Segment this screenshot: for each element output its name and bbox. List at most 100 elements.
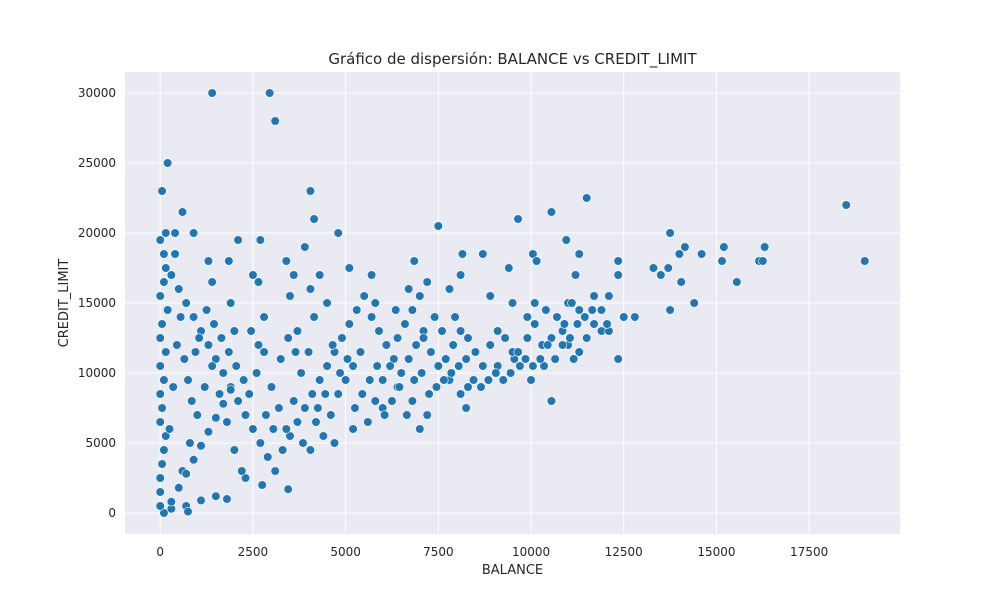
data-point: [244, 389, 254, 399]
data-point: [189, 455, 199, 465]
data-point: [522, 312, 532, 322]
data-point: [570, 270, 581, 280]
data-point: [530, 298, 540, 308]
data-point: [218, 368, 228, 378]
data-point: [229, 445, 239, 455]
data-point: [183, 375, 193, 385]
data-point: [248, 424, 258, 434]
data-point: [166, 497, 176, 507]
data-point: [513, 347, 523, 357]
data-point: [418, 333, 429, 343]
data-point: [589, 319, 599, 329]
data-point: [255, 235, 265, 245]
data-point: [348, 361, 358, 371]
data-point: [574, 249, 584, 259]
data-point: [155, 501, 165, 511]
data-point: [201, 305, 212, 315]
data-point: [717, 256, 727, 266]
data-point: [226, 298, 236, 308]
data-point: [379, 410, 390, 420]
data-point: [159, 445, 169, 455]
data-point: [619, 312, 629, 322]
data-point: [305, 186, 316, 196]
data-point: [543, 340, 553, 350]
data-point: [311, 417, 321, 427]
data-point: [296, 368, 306, 378]
data-point: [448, 340, 458, 350]
data-point: [674, 249, 684, 259]
data-point: [535, 354, 545, 364]
data-point: [663, 263, 673, 273]
data-point: [463, 382, 473, 392]
data-point: [409, 375, 419, 385]
data-point: [424, 389, 434, 399]
data-point: [196, 441, 206, 451]
data-point: [190, 347, 201, 357]
data-point: [392, 333, 403, 343]
data-point: [194, 333, 204, 343]
data-point: [305, 284, 316, 294]
data-point: [237, 466, 247, 476]
data-point: [387, 396, 397, 406]
data-point: [164, 424, 175, 434]
data-point: [450, 312, 460, 322]
data-point: [491, 368, 501, 378]
data-point: [526, 375, 536, 385]
data-point: [719, 242, 729, 252]
data-point: [470, 347, 481, 357]
data-point: [344, 319, 354, 329]
data-point: [520, 354, 531, 364]
data-point: [207, 277, 217, 287]
data-point: [493, 326, 503, 336]
data-point: [318, 431, 328, 441]
data-point: [159, 375, 169, 385]
data-point: [530, 319, 540, 329]
data-point: [370, 298, 380, 308]
data-point: [541, 305, 551, 315]
data-point: [697, 249, 707, 259]
data-point: [174, 284, 184, 294]
data-point: [381, 340, 392, 350]
data-point: [350, 403, 360, 413]
data-point: [309, 312, 319, 322]
data-point: [582, 193, 592, 203]
data-point: [255, 438, 265, 448]
points-layer: [155, 88, 870, 518]
y-tick-label: 25000: [78, 156, 116, 170]
data-point: [283, 484, 293, 494]
data-point: [359, 291, 369, 301]
data-point: [580, 312, 590, 322]
data-point: [305, 445, 316, 455]
data-point: [378, 375, 388, 385]
data-point: [422, 410, 432, 420]
data-point: [157, 403, 167, 413]
data-point: [532, 256, 542, 266]
data-point: [226, 385, 236, 395]
data-point: [177, 207, 188, 217]
data-point: [478, 249, 488, 259]
data-point: [431, 382, 442, 392]
data-point: [246, 326, 256, 336]
data-point: [613, 270, 623, 280]
y-tick-label: 0: [108, 506, 116, 520]
data-point: [292, 417, 303, 427]
data-point: [463, 333, 473, 343]
data-point: [222, 417, 232, 427]
data-point: [322, 298, 332, 308]
data-point: [589, 291, 599, 301]
data-point: [602, 319, 612, 329]
data-point: [270, 466, 280, 476]
data-point: [174, 483, 184, 493]
data-point: [355, 347, 366, 357]
data-point: [252, 368, 262, 378]
data-point: [574, 347, 584, 357]
x-tick-label: 0: [156, 545, 164, 559]
x-tick-label: 5000: [330, 545, 361, 559]
data-point: [344, 263, 354, 273]
data-point: [676, 277, 686, 287]
data-point: [315, 270, 325, 280]
data-point: [229, 326, 239, 336]
chart-title: Gráfico de dispersión: BALANCE vs CREDIT…: [328, 50, 697, 69]
data-point: [259, 347, 269, 357]
